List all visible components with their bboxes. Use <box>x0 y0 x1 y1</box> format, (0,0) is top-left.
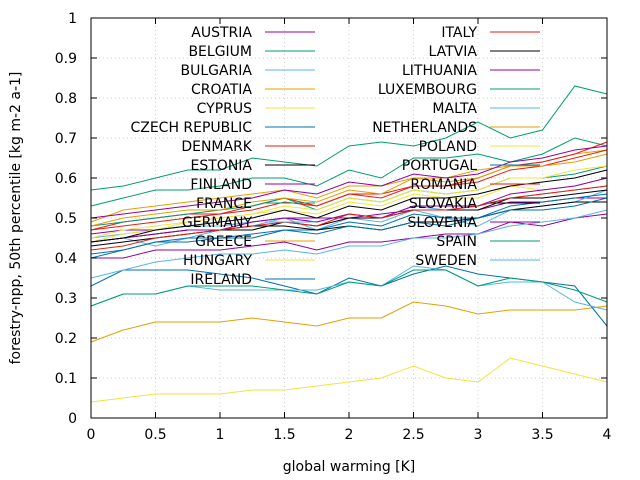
y-tick-label: 0.2 <box>55 331 77 347</box>
x-tick-label: 2.5 <box>402 427 424 443</box>
x-tick-label: 0.5 <box>144 427 166 443</box>
legend-label: AUSTRIA <box>191 25 252 41</box>
legend-label: LATVIA <box>429 44 478 60</box>
x-tick-label: 4 <box>603 427 612 443</box>
legend-label: FRANCE <box>196 196 252 212</box>
x-tick-label: 2 <box>345 427 354 443</box>
legend-label: POLAND <box>419 139 477 155</box>
legend-label: GERMANY <box>182 215 253 231</box>
legend-label: PORTUGAL <box>402 158 477 174</box>
series-line-greece <box>90 301 608 343</box>
legend-label: CROATIA <box>191 82 252 98</box>
x-tick-label: 0 <box>87 427 96 443</box>
y-tick-label: 0.1 <box>55 371 77 387</box>
series-line-czech-republic <box>90 193 608 255</box>
legend: AUSTRIA BELGIUM BULGARIA CROATIA CYPRUS CZECH… <box>130 25 540 288</box>
x-tick-label: 1 <box>216 427 225 443</box>
series-line-italy <box>90 149 608 231</box>
legend-label: ITALY <box>441 25 477 41</box>
legend-label: SPAIN <box>436 234 477 250</box>
series-line-slovenia <box>90 145 608 219</box>
legend-label: ROMANIA <box>410 177 477 193</box>
legend-label: ESTONIA <box>191 158 253 174</box>
legend-label: BULGARIA <box>180 63 252 79</box>
series-line-netherlands <box>90 153 608 227</box>
series-line-cyprus <box>90 357 608 403</box>
y-tick-label: 0.9 <box>55 51 77 67</box>
legend-label: CYPRUS <box>197 101 252 117</box>
legend-label: SWEDEN <box>415 253 477 269</box>
legend-label: MALTA <box>432 101 477 117</box>
legend-label: FINLAND <box>190 177 252 193</box>
series-line-hungary <box>90 177 608 243</box>
legend-label: SLOVAKIA <box>409 196 478 212</box>
series-layer <box>90 85 608 403</box>
series-line-sweden <box>90 209 608 279</box>
y-tick-label: 0.7 <box>55 131 77 147</box>
series-line-portugal <box>90 197 608 259</box>
series-line-belgium <box>90 137 608 207</box>
x-tick-label: 1.5 <box>273 427 295 443</box>
legend-label: HUNGARY <box>183 253 253 269</box>
legend-label: GREECE <box>195 234 252 250</box>
y-tick-label: 0.4 <box>55 251 77 267</box>
y-tick-label: 0.6 <box>55 171 77 187</box>
legend-label: NETHERLANDS <box>372 120 477 136</box>
series-line-finland <box>91 213 608 259</box>
legend-label: LITHUANIA <box>402 63 477 79</box>
series-line-poland <box>90 165 608 239</box>
x-tick-label: 3 <box>474 427 483 443</box>
legend-label: CZECH REPUBLIC <box>130 120 252 136</box>
legend-label: BELGIUM <box>188 44 252 60</box>
series-line-slovakia <box>90 169 608 243</box>
series-line-luxembourg <box>90 85 608 191</box>
series-line-romania <box>90 185 608 251</box>
x-tick-label: 3.5 <box>531 427 553 443</box>
legend-label: SLOVENIA <box>407 215 477 231</box>
y-tick-label: 0.8 <box>55 91 77 107</box>
legend-label: IRELAND <box>190 272 252 288</box>
series-line-spain <box>90 269 608 307</box>
x-axis-label: global warming [K] <box>283 459 416 475</box>
legend-label: DENMARK <box>181 139 252 155</box>
y-tick-label: 0 <box>68 411 77 427</box>
y-axis-label: forestry-npp, 50th percentile [kg m-2 a-… <box>8 72 24 365</box>
y-tick-label: 1 <box>68 11 77 27</box>
legend-label: LUXEMBOURG <box>378 82 477 98</box>
y-tick-label: 0.5 <box>55 211 77 227</box>
y-tick-label: 0.3 <box>55 291 77 307</box>
axis-ticks: 0 0.5 1 1.5 2 2.5 3 3.5 4 0 0.1 0.2 0.3 0.4 0.5 0.6 0.7 0… <box>55 11 612 443</box>
